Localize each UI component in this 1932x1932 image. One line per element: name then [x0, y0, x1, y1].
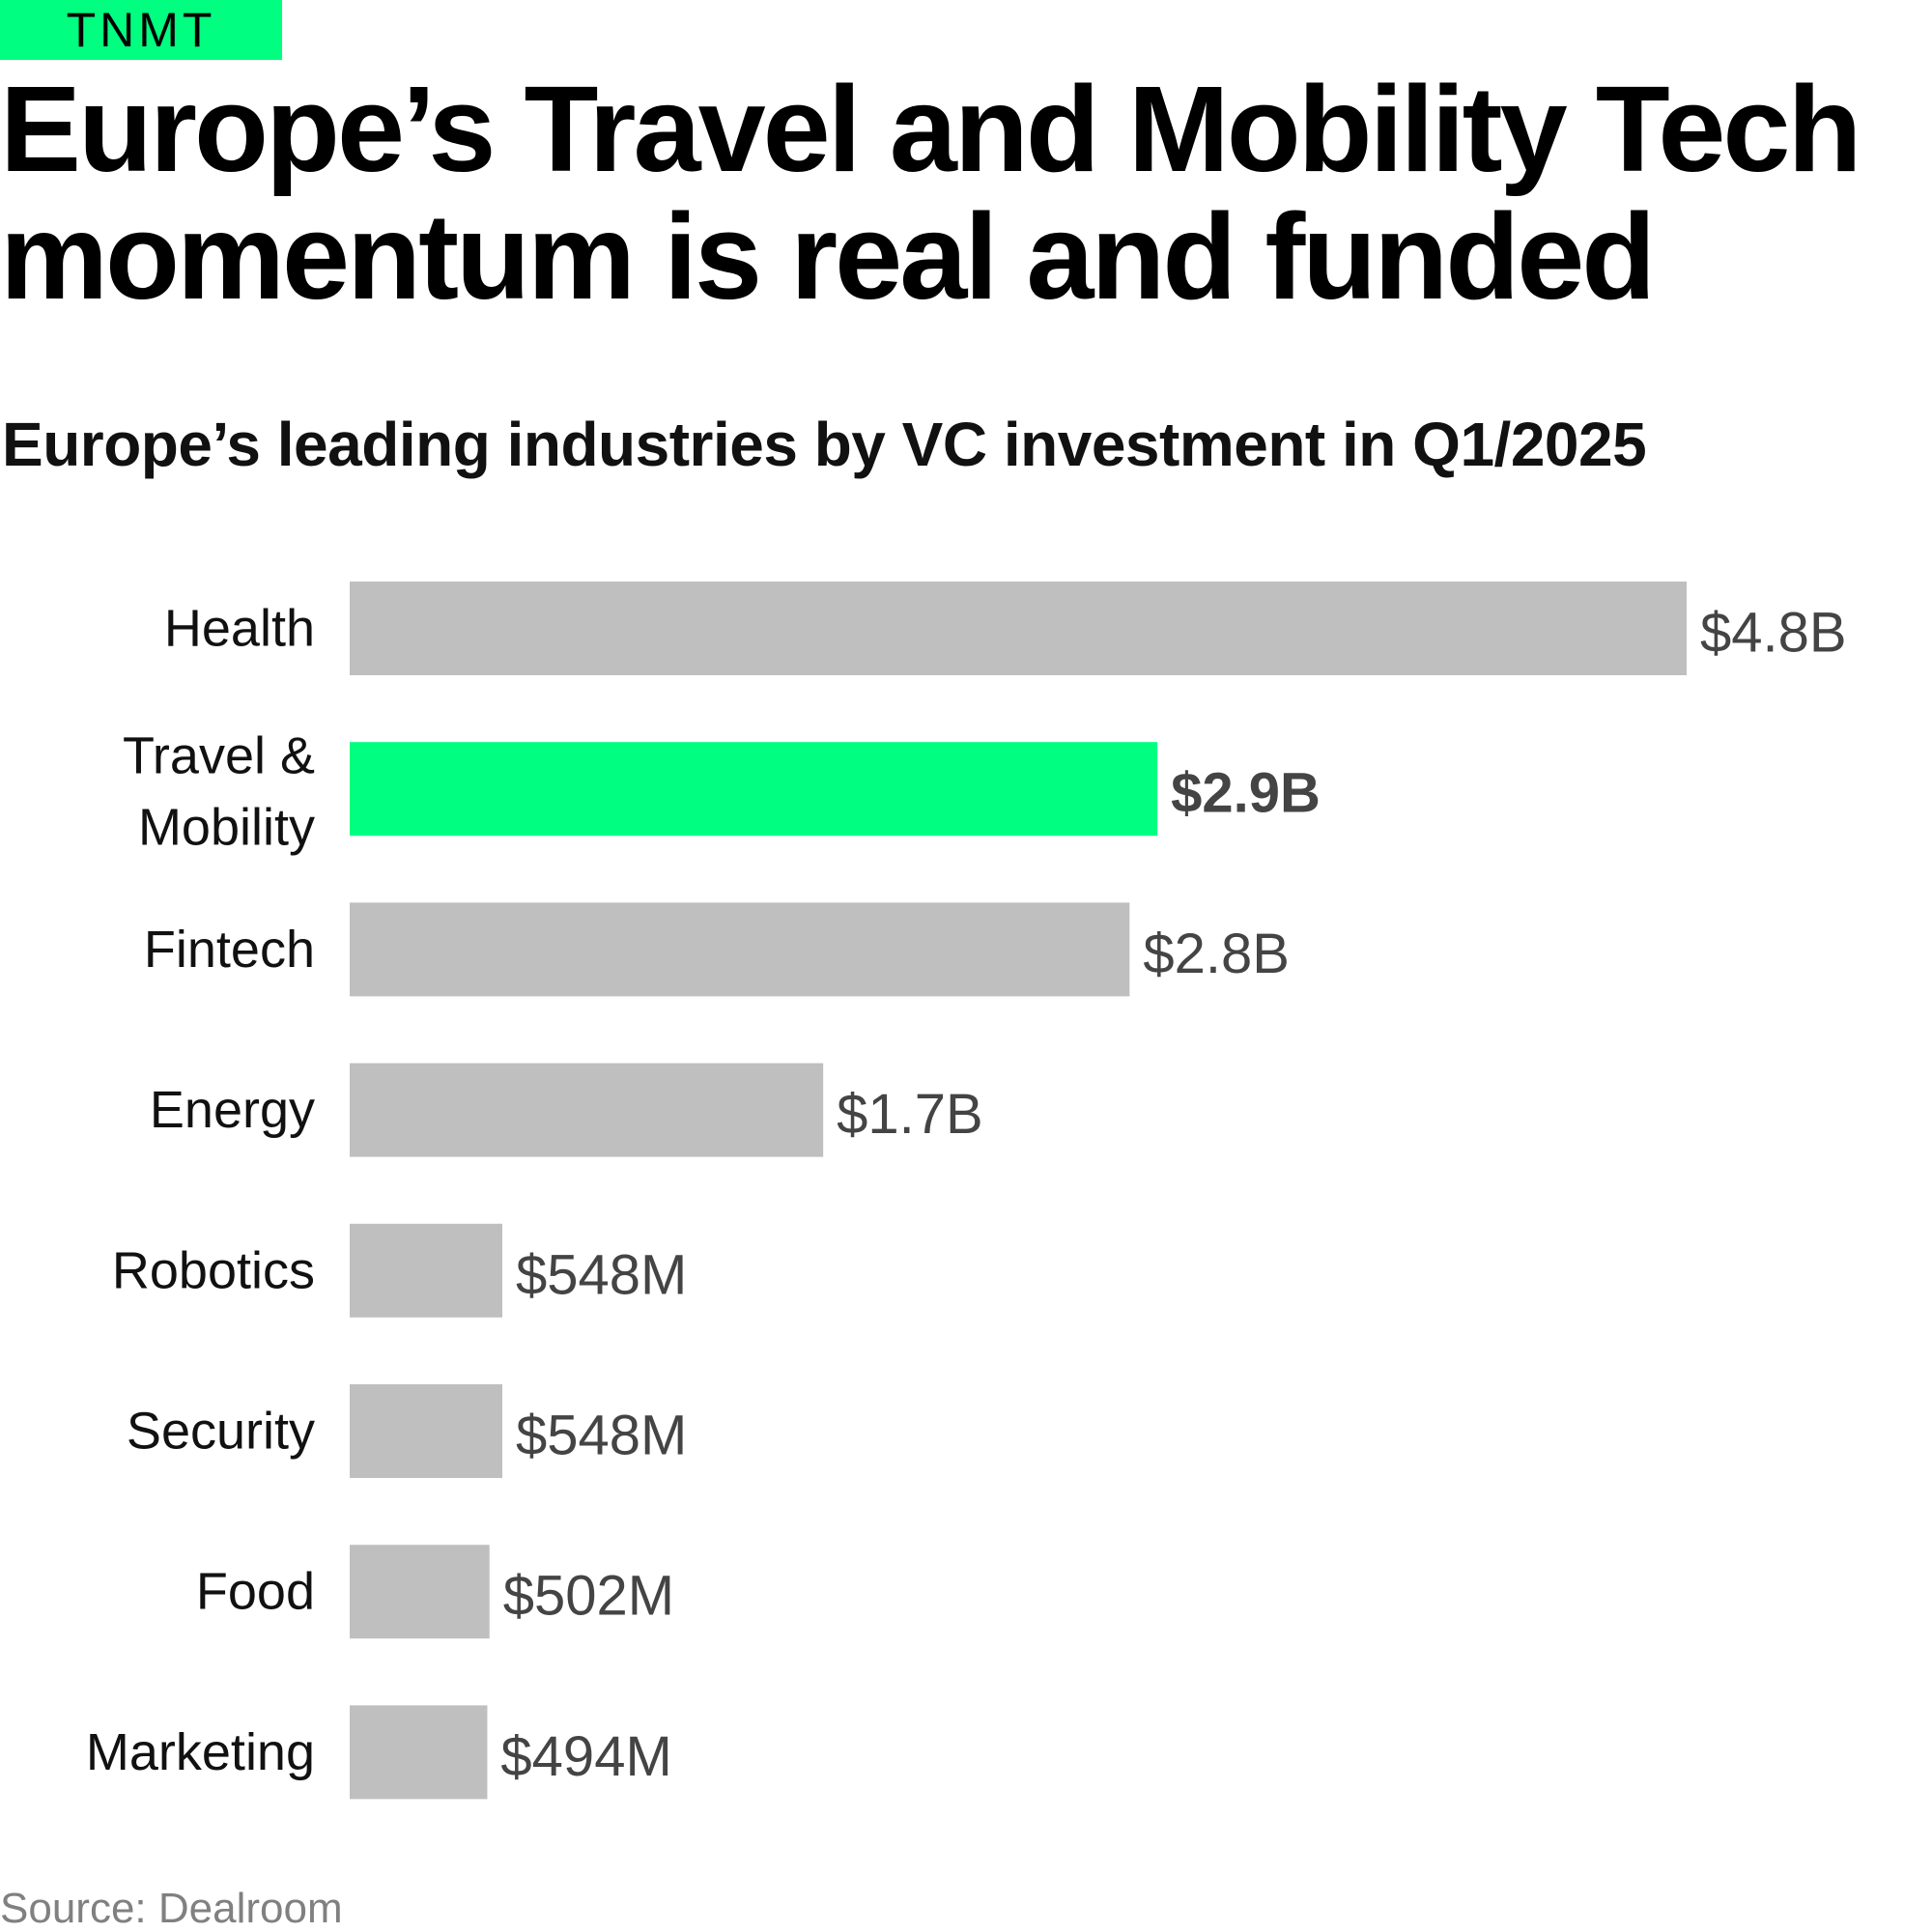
bar-chart: Health $4.8B Travel & Mobility $2.9B Fintech $…	[0, 541, 1932, 1855]
value-label: $548M	[516, 1243, 687, 1306]
value-label: $2.8B	[1143, 923, 1290, 985]
category-label: Security	[127, 1403, 315, 1461]
bar-robotics	[350, 1223, 503, 1318]
category-label: Robotics	[112, 1241, 315, 1299]
source-note: Source: Dealroom	[0, 1885, 343, 1932]
value-label: $2.9B	[1171, 762, 1321, 825]
brand-name: TNMT	[66, 3, 216, 57]
bar-health	[350, 582, 1687, 675]
bar-fintech	[350, 902, 1130, 997]
brand-logo: TNMT	[0, 0, 282, 60]
category-label: Travel & Mobility	[123, 727, 315, 857]
category-label: Energy	[150, 1081, 315, 1139]
value-label: $494M	[500, 1725, 671, 1788]
category-label: Fintech	[144, 921, 315, 979]
bar-marketing	[350, 1705, 488, 1800]
category-label: Food	[196, 1563, 315, 1621]
value-label: $548M	[516, 1405, 687, 1467]
category-label: Health	[164, 600, 315, 658]
bar-travel-mobility	[350, 742, 1158, 837]
value-label: $1.7B	[837, 1083, 983, 1146]
bar-energy	[350, 1063, 824, 1157]
bar-security	[350, 1384, 503, 1478]
bar-chart-svg: Health $4.8B Travel & Mobility $2.9B Fintech $…	[86, 582, 1847, 1800]
value-label: $4.8B	[1700, 602, 1847, 665]
headline: Europe’s Travel and Mobility Tech moment…	[0, 61, 1861, 325]
value-label: $502M	[503, 1565, 674, 1628]
bar-food	[350, 1545, 490, 1639]
chart-title: Europe’s leading industries by VC invest…	[2, 410, 1647, 479]
category-label: Marketing	[86, 1723, 315, 1781]
